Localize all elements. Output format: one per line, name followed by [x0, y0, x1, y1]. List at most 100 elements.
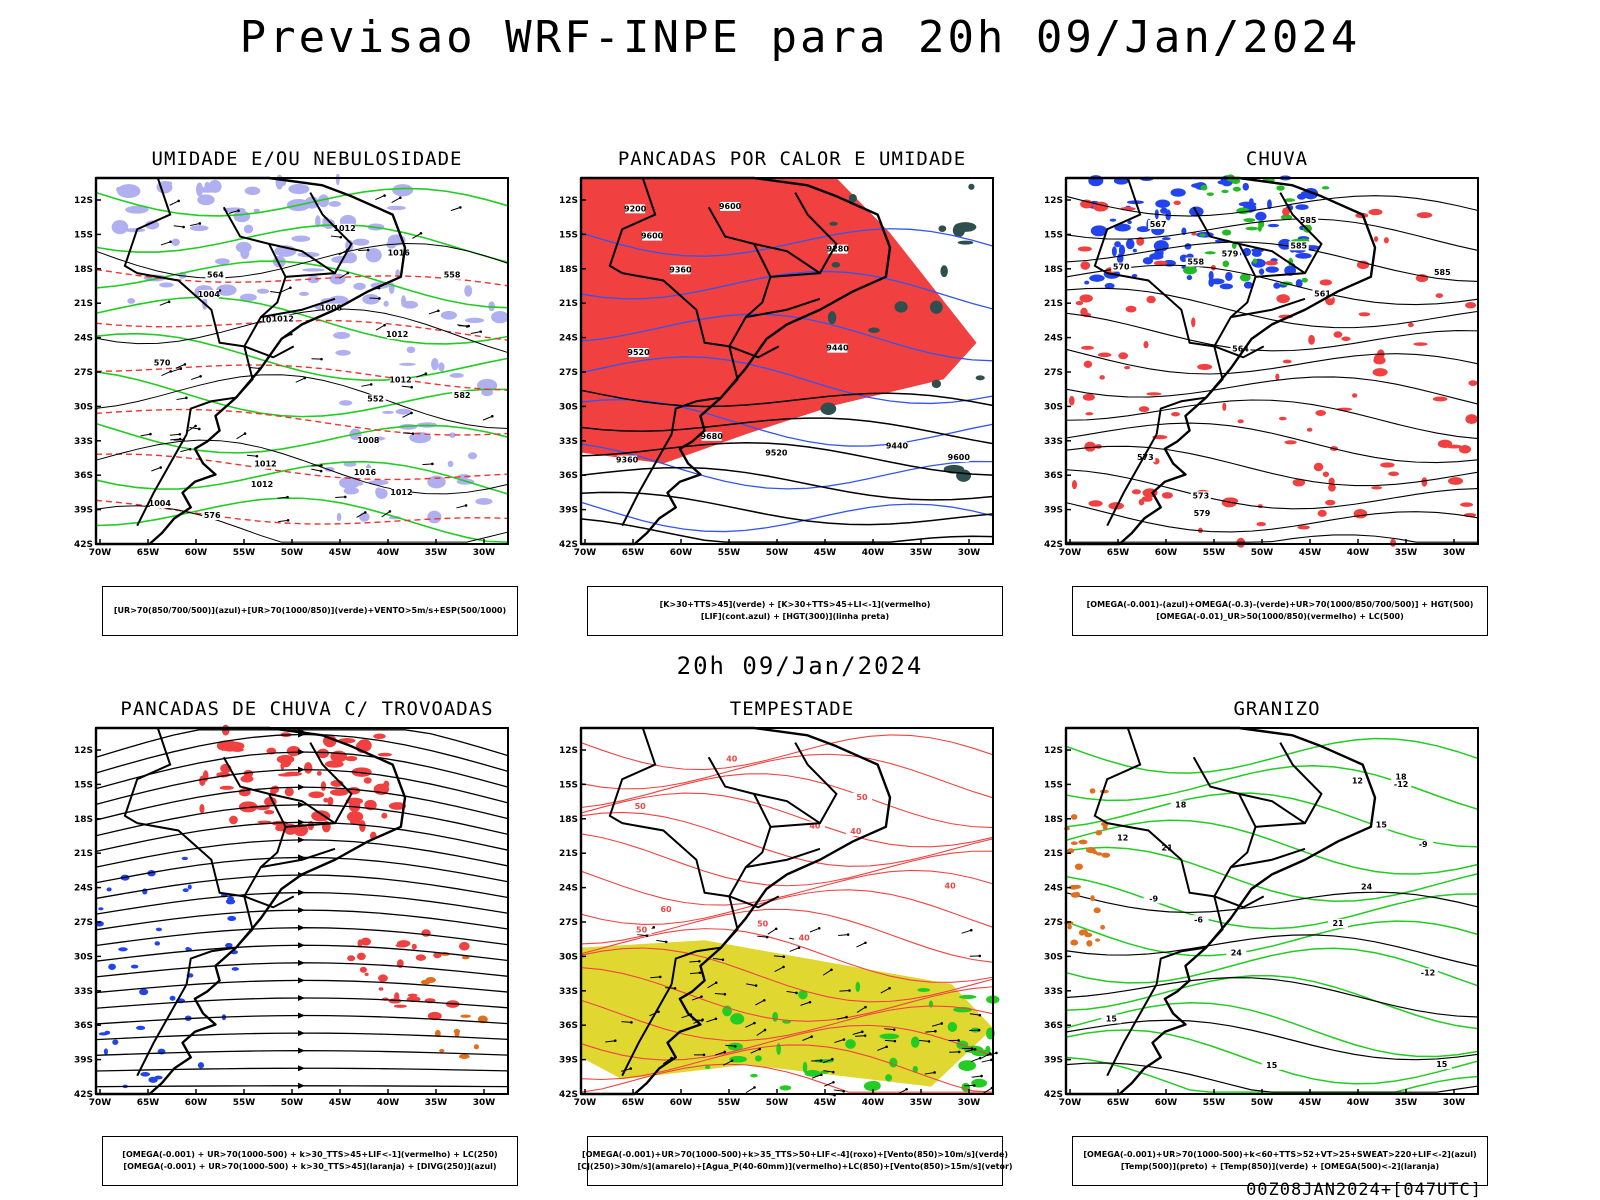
wind-vector — [712, 957, 723, 961]
humidity-700-area — [291, 235, 311, 242]
lat-tick-label: 27S — [1044, 368, 1063, 378]
wind-vector — [311, 464, 322, 467]
thickness-contour — [95, 364, 509, 391]
wind-vector-head — [774, 927, 778, 931]
humidity-700-area — [235, 241, 252, 253]
legend-chuva: [OMEGA(-0.001)-(azul)+OMEGA(-0.3)-(verde… — [1072, 586, 1488, 636]
wind-vector — [189, 222, 200, 227]
wind-vector-head — [819, 1073, 823, 1077]
divergence-area — [118, 947, 128, 952]
contour-label-bg — [1261, 1060, 1282, 1070]
wind-vector-head — [733, 1044, 737, 1048]
wind-vector — [931, 1022, 942, 1027]
country-border — [260, 847, 336, 869]
humidity-700-area — [457, 474, 470, 480]
country-border — [1155, 896, 1224, 985]
wind-vector-head — [782, 955, 786, 959]
lat-tick-label: 21S — [74, 299, 93, 309]
legend-trovoadas: [OMEGA(-0.001) + UR>70(1000-500) + k>30_… — [102, 1136, 518, 1186]
country-border — [670, 896, 739, 985]
humidity-700-area — [427, 475, 446, 489]
contour-label-bg — [887, 441, 908, 451]
wind-vector — [169, 433, 180, 436]
rain-area — [1368, 208, 1383, 216]
omega-area — [1265, 266, 1279, 273]
contour-label-bg — [845, 826, 866, 836]
country-border — [137, 822, 245, 898]
temp-500-contour — [1065, 891, 1479, 914]
wind-vector-head — [927, 1040, 931, 1043]
wind-vector-head — [934, 1029, 937, 1033]
omega-500-area — [1093, 907, 1101, 914]
wind-vector-head — [388, 510, 392, 513]
lat-tick-label: 15S — [74, 780, 93, 790]
strong-wind-area — [802, 1061, 808, 1074]
humidity-700-area — [395, 269, 400, 277]
wind-vector — [971, 1075, 982, 1078]
lon-tick-label: 55W — [718, 1098, 741, 1108]
lon-tick-label: 65W — [137, 548, 160, 558]
precipitable-water-contour — [580, 734, 994, 771]
wind-vector-head — [419, 231, 423, 235]
omega-500-area — [1078, 839, 1088, 845]
lat-tick-label: 36S — [1044, 471, 1063, 481]
humidity-700-area — [467, 452, 478, 460]
panel-title: PANCADAS POR CALOR E UMIDADE — [617, 148, 967, 170]
wind-vector-head — [969, 928, 973, 932]
omega-area — [1225, 271, 1233, 281]
wind-vector-head — [701, 1018, 704, 1021]
thunderstorm-area — [329, 788, 349, 796]
streamline-arrow — [298, 784, 305, 791]
lat-tick-label: 27S — [559, 918, 578, 928]
wind-vector — [187, 425, 196, 432]
omega-area — [1267, 199, 1272, 210]
country-border — [185, 896, 254, 985]
humidity-700-area — [386, 205, 406, 211]
pressure-contour — [95, 308, 509, 354]
streamline-arrow — [298, 977, 305, 984]
rain-area — [1358, 312, 1371, 317]
contour-label-bg — [1312, 289, 1333, 299]
panel-title: TEMPESTADE — [729, 698, 855, 720]
wind-vector-head — [702, 1053, 706, 1057]
wind-vector-head — [286, 495, 289, 499]
map-frame — [1065, 177, 1479, 545]
wind-vector — [756, 1029, 766, 1036]
humidity-700-area — [233, 210, 251, 223]
lon-tick-label: 45W — [1299, 548, 1322, 558]
rain-area — [1297, 525, 1310, 530]
thunderstorm-area — [229, 815, 238, 825]
contour-label-bg — [766, 448, 787, 458]
humidity-700-area — [362, 294, 380, 305]
wind-vector-head — [459, 206, 462, 209]
contour-label: 552 — [367, 394, 384, 403]
panel-title: PANCADAS DE CHUVA C/ TROVOADAS — [120, 698, 494, 720]
instability-area-green — [940, 265, 948, 278]
rain-area — [1446, 444, 1462, 449]
wind-vector — [811, 1074, 822, 1079]
wind-vector — [650, 976, 661, 979]
humidity-1000-contour — [95, 223, 509, 264]
country-border — [622, 272, 730, 348]
contour-label: 40 — [945, 882, 957, 891]
wind-vector-head — [339, 235, 343, 239]
temp-500-contour — [1065, 1062, 1479, 1093]
omega-area — [1118, 244, 1126, 256]
lon-tick-label: 30W — [473, 548, 496, 558]
rain-area — [1373, 236, 1379, 242]
humidity-700-area — [359, 512, 370, 522]
contour-label-bg — [625, 204, 646, 214]
omega-area — [1109, 218, 1117, 222]
wind-vector — [236, 433, 246, 440]
rain-area — [1173, 200, 1181, 206]
lon-tick-label: 35W — [910, 548, 933, 558]
divergence-area — [225, 898, 236, 905]
rain-area — [1421, 477, 1428, 487]
wind-vector — [361, 383, 372, 387]
omega-area — [1219, 283, 1234, 290]
contour-label: 1012 — [254, 460, 276, 469]
wind-vector-head — [657, 1010, 660, 1014]
humidity-700-area — [383, 300, 389, 307]
coastline — [579, 176, 892, 546]
contour-label-bg — [1298, 215, 1319, 225]
